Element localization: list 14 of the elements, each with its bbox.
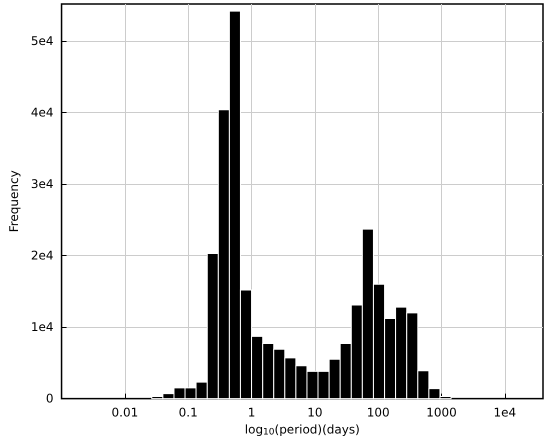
y-tick-label: 2e4: [30, 248, 54, 263]
y-tick-label: 0: [46, 392, 54, 406]
x-tick-label: 1e4: [494, 406, 516, 420]
x-tick-label: 10: [307, 406, 323, 420]
y-tick-label: 5e4: [30, 34, 54, 48]
y-tick-label: 4e4: [30, 106, 54, 120]
x-tick-label: 1: [248, 406, 256, 420]
y-tick-label: 1e4: [30, 320, 54, 334]
y-tick-label: 3e4: [30, 177, 54, 192]
x-tick-label: 0.1: [178, 406, 198, 420]
x-tick-label: 100: [366, 406, 390, 420]
x-tick-label: 0.01: [112, 406, 138, 420]
x-tick-label: 1000: [426, 406, 457, 420]
y-axis-title: Frequency: [7, 170, 21, 232]
